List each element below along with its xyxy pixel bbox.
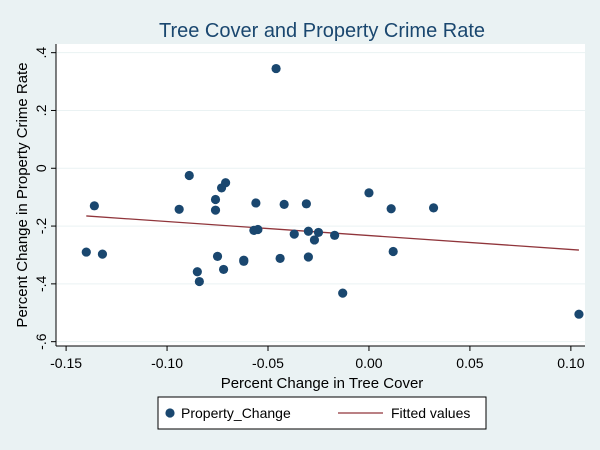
data-point	[338, 288, 348, 298]
data-point	[210, 194, 221, 205]
x-tick-label: -0.15	[50, 355, 82, 371]
x-tick-label: 0.10	[557, 355, 584, 371]
plot-area	[56, 44, 585, 346]
legend-label-line: Fitted values	[391, 405, 470, 421]
y-tick-label: 0	[33, 164, 49, 172]
chart-title: Tree Cover and Property Crime Rate	[159, 20, 485, 42]
data-point	[253, 224, 263, 235]
data-point	[364, 188, 374, 198]
data-point	[212, 251, 223, 262]
data-point	[239, 255, 249, 265]
data-point	[275, 253, 285, 264]
data-point	[574, 309, 584, 319]
y-tick-label: .4	[33, 47, 49, 59]
legend-label-points: Property_Change	[181, 405, 291, 421]
data-point	[330, 230, 340, 240]
x-tick-label: -0.05	[252, 355, 284, 371]
scatter-points-layer	[81, 63, 584, 319]
y-tick-label: .2	[33, 104, 49, 116]
grid-lines	[56, 52, 585, 343]
legend-box	[157, 396, 487, 430]
legend: Property_Change Fitted values	[157, 396, 487, 430]
data-point	[279, 199, 289, 209]
data-point	[303, 252, 313, 262]
data-point	[81, 247, 91, 257]
data-point	[218, 264, 229, 275]
data-point	[303, 226, 313, 236]
data-point	[301, 199, 311, 209]
data-point	[428, 203, 439, 213]
x-tick-label: 0.00	[355, 355, 382, 371]
data-point	[97, 249, 108, 259]
y-tick-label: -.4	[33, 275, 49, 292]
y-axis-label: Percent Change in Property Crime Rate	[14, 62, 31, 327]
data-point	[309, 235, 320, 245]
y-tick-label: -.2	[33, 218, 49, 235]
data-point	[289, 229, 299, 239]
axes: -0.15 -0.10 -0.05 0.00 0.05 0.10 -.6 -.4 -.2 0 .2.…	[33, 44, 585, 371]
x-tick-label: -0.10	[151, 355, 183, 371]
data-point	[386, 204, 396, 214]
data-point	[221, 178, 231, 188]
x-axis-label: Percent Change in Tree Cover	[221, 375, 424, 392]
x-tick-label: 0.05	[456, 355, 483, 371]
legend-marker-points	[165, 408, 175, 418]
data-point	[271, 63, 281, 74]
data-point	[313, 227, 324, 238]
data-point	[251, 198, 261, 208]
data-point	[192, 267, 202, 277]
data-point	[388, 246, 398, 257]
data-point	[89, 201, 99, 211]
data-point	[194, 276, 204, 287]
data-point	[174, 204, 184, 214]
data-point	[184, 170, 194, 181]
y-tick-label: -.6	[33, 333, 49, 350]
data-point	[210, 205, 221, 215]
